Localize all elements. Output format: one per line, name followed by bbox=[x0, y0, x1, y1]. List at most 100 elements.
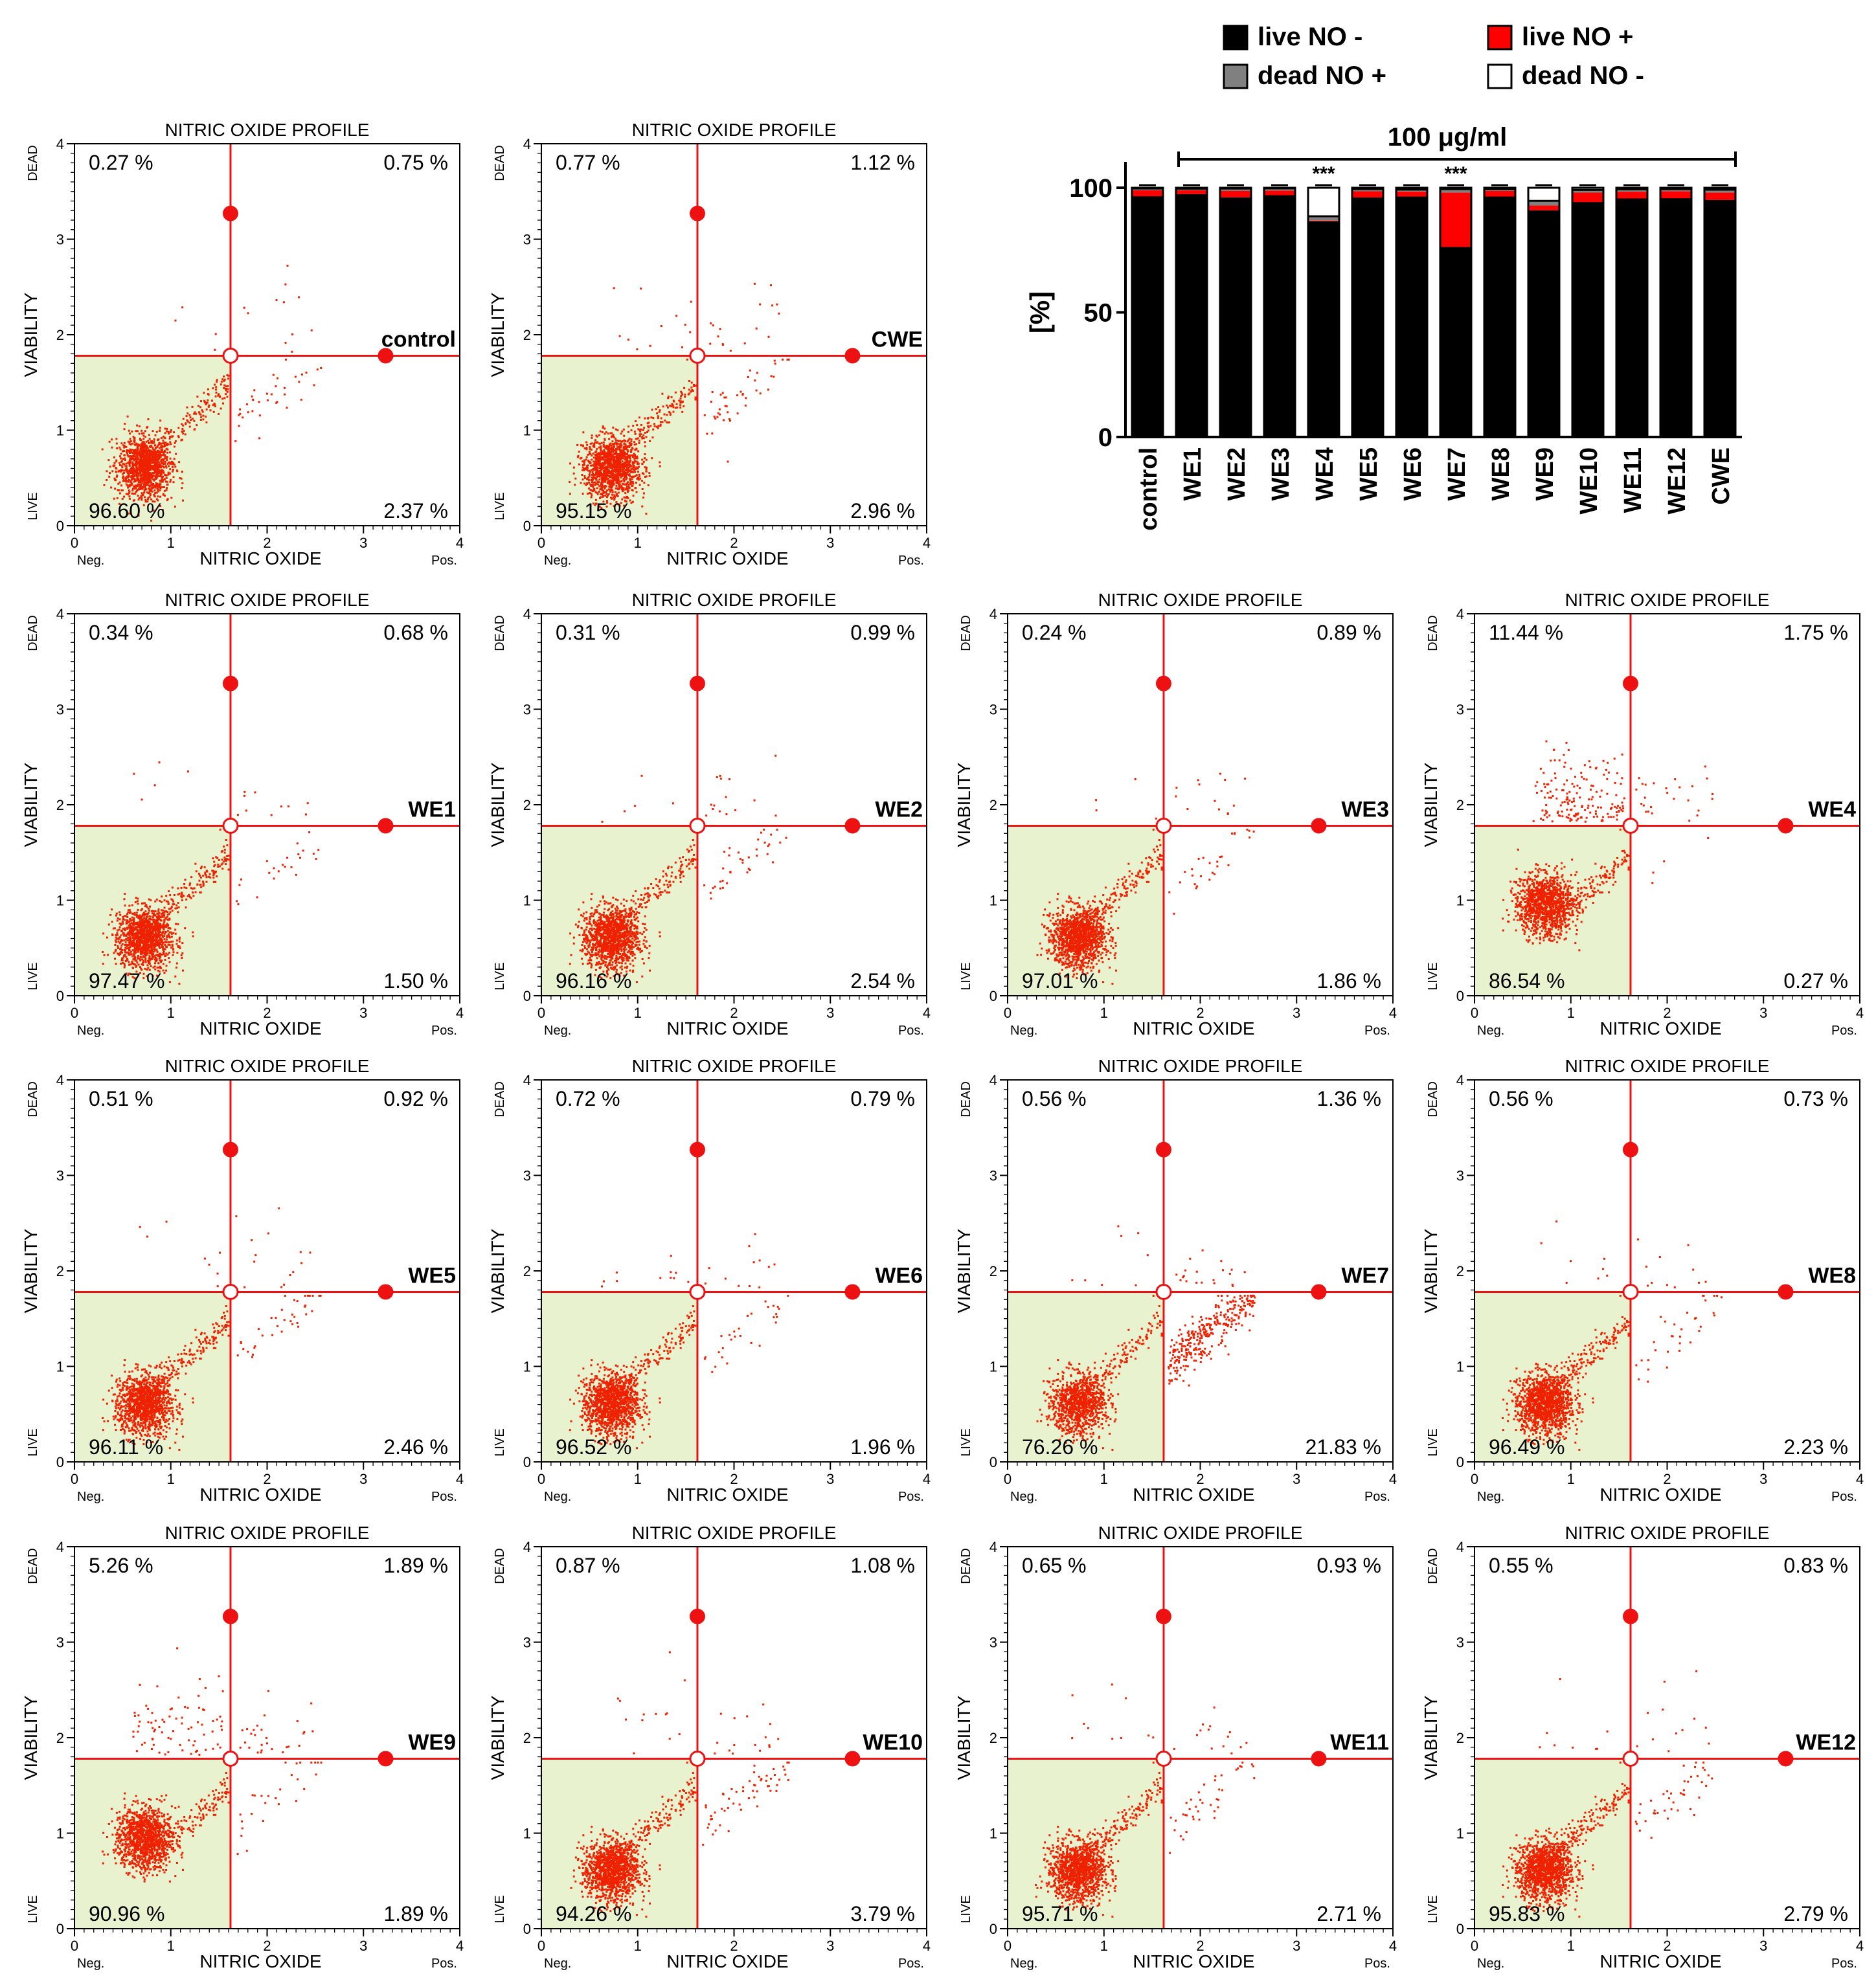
y-tick-label: 3 bbox=[523, 232, 531, 248]
cell-dot bbox=[736, 394, 739, 397]
cell-dot bbox=[180, 954, 183, 957]
cell-dot bbox=[592, 486, 594, 488]
cell-dot bbox=[635, 474, 638, 477]
cell-dot bbox=[161, 915, 163, 917]
cell-dot bbox=[119, 918, 121, 921]
cell-dot bbox=[198, 405, 199, 407]
cell-dot bbox=[139, 461, 141, 464]
cell-dot bbox=[140, 928, 142, 930]
cell-dot bbox=[147, 497, 150, 499]
cell-dot bbox=[736, 412, 739, 415]
cell-dot bbox=[613, 287, 615, 289]
gate-handle-top bbox=[689, 205, 705, 221]
cell-dot bbox=[592, 445, 594, 447]
cell-dot bbox=[128, 479, 130, 482]
x-tick-label: 1 bbox=[167, 1005, 175, 1021]
cell-dot bbox=[659, 465, 661, 467]
cell-dot bbox=[617, 473, 620, 476]
cell-dot bbox=[605, 447, 608, 450]
cell-dot bbox=[144, 947, 146, 949]
cell-dot bbox=[172, 951, 175, 954]
cell-dot bbox=[115, 939, 117, 941]
cell-dot bbox=[633, 453, 635, 455]
cell-dot bbox=[116, 447, 119, 449]
cell-dot bbox=[591, 434, 593, 437]
cell-dot bbox=[238, 414, 240, 416]
cell-dot bbox=[624, 492, 627, 495]
cell-dot bbox=[151, 472, 153, 474]
cell-dot bbox=[613, 464, 615, 466]
cell-dot bbox=[155, 920, 158, 923]
cell-dot bbox=[620, 466, 622, 469]
cell-dot bbox=[185, 906, 187, 909]
cell-dot bbox=[120, 469, 122, 471]
cell-dot bbox=[139, 469, 142, 472]
cell-dot bbox=[621, 498, 624, 500]
cell-dot bbox=[161, 909, 163, 912]
cell-dot bbox=[584, 477, 586, 479]
cell-dot bbox=[212, 387, 214, 390]
cell-dot bbox=[595, 450, 598, 453]
cell-dot bbox=[586, 467, 589, 469]
cell-dot bbox=[135, 484, 137, 487]
cell-dot bbox=[140, 486, 142, 488]
cell-dot bbox=[117, 470, 120, 473]
cell-dot bbox=[242, 416, 244, 419]
cell-dot bbox=[145, 440, 148, 443]
cell-dot bbox=[223, 851, 226, 854]
cell-dot bbox=[170, 936, 173, 938]
cell-dot bbox=[648, 426, 650, 429]
cell-dot bbox=[636, 348, 639, 351]
cell-dot bbox=[117, 937, 120, 940]
cell-dot bbox=[220, 381, 223, 383]
cell-dot bbox=[611, 458, 614, 461]
cell-dot bbox=[688, 392, 691, 395]
cell-dot bbox=[657, 406, 660, 409]
cell-dot bbox=[135, 430, 137, 432]
cell-dot bbox=[164, 432, 166, 434]
cell-dot bbox=[216, 875, 218, 878]
cell-dot bbox=[141, 497, 143, 499]
cell-dot bbox=[629, 443, 632, 445]
cell-dot bbox=[198, 872, 200, 875]
cell-dot bbox=[266, 860, 268, 862]
cell-dot bbox=[192, 895, 195, 897]
cell-dot bbox=[712, 324, 714, 327]
cell-dot bbox=[143, 917, 146, 919]
cell-dot bbox=[119, 914, 122, 916]
cell-dot bbox=[643, 482, 646, 484]
cell-dot bbox=[153, 919, 156, 921]
cell-dot bbox=[144, 445, 146, 447]
cell-dot bbox=[142, 456, 144, 458]
cell-dot bbox=[137, 958, 139, 960]
cell-dot bbox=[690, 300, 692, 303]
cell-dot bbox=[618, 449, 621, 451]
cell-dot bbox=[641, 437, 644, 440]
cell-dot bbox=[598, 460, 601, 462]
cell-dot bbox=[667, 406, 669, 409]
cell-dot bbox=[624, 499, 626, 502]
cell-dot bbox=[141, 465, 144, 468]
cell-dot bbox=[627, 486, 630, 488]
cell-dot bbox=[615, 450, 618, 453]
cell-dot bbox=[629, 464, 631, 466]
cell-dot bbox=[119, 952, 122, 954]
cell-dot bbox=[142, 472, 144, 475]
cell-dot bbox=[122, 478, 125, 481]
cell-dot bbox=[121, 450, 124, 453]
cell-dot bbox=[223, 846, 225, 847]
cell-dot bbox=[155, 464, 158, 466]
cell-dot bbox=[651, 457, 653, 460]
gate-handle-center bbox=[222, 347, 239, 364]
cell-dot bbox=[612, 462, 615, 465]
cell-dot bbox=[163, 932, 166, 935]
cell-dot bbox=[225, 858, 228, 860]
cell-dot bbox=[181, 428, 184, 430]
cell-dot bbox=[157, 928, 159, 931]
cell-dot bbox=[149, 905, 151, 908]
cell-dot bbox=[602, 495, 605, 497]
cell-dot bbox=[718, 408, 721, 410]
cell-dot bbox=[146, 945, 148, 947]
cell-dot bbox=[581, 474, 583, 476]
cell-dot bbox=[172, 901, 175, 903]
